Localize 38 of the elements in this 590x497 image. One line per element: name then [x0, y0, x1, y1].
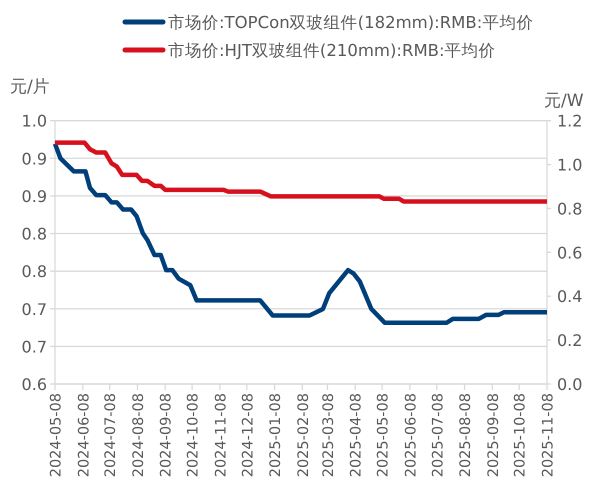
- y-tick-label: 0.7: [22, 300, 47, 319]
- x-tick-label: 2025-01-08: [268, 393, 284, 478]
- y2-tick-label: 0.2: [557, 331, 582, 350]
- x-tick-label: 2024-08-08: [130, 393, 147, 478]
- y2-tick-label: 1.2: [557, 112, 582, 131]
- x-tick-label: 2024-12-08: [240, 393, 256, 478]
- y2-tick-label: 1.0: [557, 156, 582, 175]
- y2-tick-label: 0.8: [557, 199, 582, 218]
- y-tick-label: 1.0: [22, 112, 47, 131]
- x-tick-label: 2025-02-08: [296, 393, 312, 478]
- x-tick-label: 2025-05-08: [376, 393, 392, 478]
- x-tick-label: 2025-11-08: [540, 393, 556, 478]
- x-tick-label: 2025-06-08: [403, 393, 420, 478]
- legend-label: 市场价:HJT双玻组件(210mm):RMB:平均价: [168, 41, 496, 60]
- y-tick-label: 0.9: [22, 149, 47, 168]
- y-axis-title: 元/片: [10, 77, 50, 97]
- y2-tick-label: 0.4: [557, 287, 582, 306]
- x-tick-label: 2025-10-08: [512, 393, 529, 478]
- y-tick-label: 0.6: [22, 375, 47, 394]
- x-tick-label: 2025-07-08: [430, 393, 446, 478]
- y-tick-label: 0.8: [22, 262, 47, 282]
- y2-tick-label: 0.0: [557, 375, 582, 394]
- y-tick-label: 0.8: [22, 224, 47, 244]
- y-tick-label: 0.7: [22, 337, 47, 356]
- y2-tick-label: 0.6: [557, 243, 582, 262]
- legend-label: 市场价:TOPCon双玻组件(182mm):RMB:平均价: [168, 13, 534, 32]
- x-tick-label: 2024-10-08: [186, 393, 202, 478]
- y2-axis-title: 元/W: [544, 91, 584, 111]
- y-tick-label: 0.9: [22, 186, 47, 206]
- x-tick-label: 2025-09-08: [486, 393, 502, 478]
- x-tick-label: 2024-05-08: [48, 393, 64, 478]
- x-tick-label: 2024-07-08: [103, 393, 120, 478]
- x-tick-label: 2024-06-08: [76, 393, 92, 478]
- x-tick-label: 2025-08-08: [458, 393, 474, 478]
- x-tick-label: 2024-11-08: [213, 393, 230, 478]
- x-tick-label: 2025-04-08: [348, 393, 365, 478]
- x-tick-label: 2024-09-08: [158, 393, 175, 478]
- x-tick-label: 2025-03-08: [320, 393, 337, 478]
